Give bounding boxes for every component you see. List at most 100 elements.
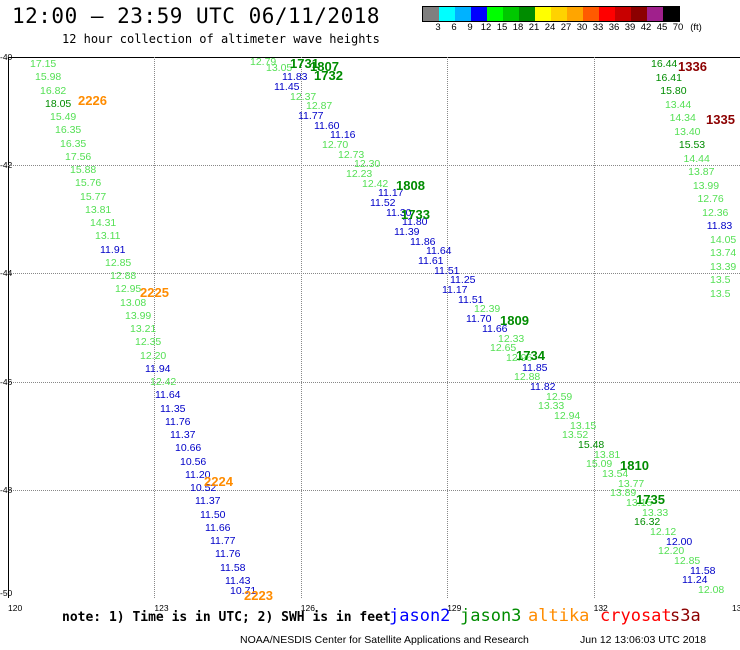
swh-value: 15.76 bbox=[75, 177, 102, 190]
swh-value: 11.35 bbox=[160, 402, 186, 415]
swh-value: 13.21 bbox=[130, 323, 157, 335]
legend-label: 18 bbox=[512, 22, 524, 33]
swh-value: 13.11 bbox=[95, 230, 121, 243]
swh-value: 13.99 bbox=[125, 309, 152, 322]
footer-timestamp: Jun 12 13:06:03 UTC 2018 bbox=[580, 634, 707, 646]
swh-value: 15.80 bbox=[660, 85, 687, 98]
swh-value: 11.51 bbox=[434, 264, 460, 277]
pass-time-label: 1733 bbox=[401, 207, 430, 222]
swh-value: 12.88 bbox=[514, 371, 541, 384]
swh-value: 17.56 bbox=[65, 150, 92, 163]
swh-value: 12.42 bbox=[150, 376, 177, 388]
swh-value: 16.32 bbox=[634, 516, 661, 529]
swh-value: 11.86 bbox=[410, 235, 436, 248]
swh-value: 12.59 bbox=[546, 390, 573, 403]
swh-value: 12.85 bbox=[674, 554, 701, 567]
legend-swatch bbox=[439, 7, 455, 21]
swh-value: 12.65 bbox=[490, 342, 517, 355]
longitude-tick-label: 135 bbox=[732, 603, 740, 613]
longitude-tick-label: 120 bbox=[8, 603, 23, 613]
pass-time-label: 2223 bbox=[244, 588, 273, 603]
swh-value: 11.52 bbox=[370, 197, 396, 210]
swh-value: 13.05 bbox=[266, 61, 293, 74]
longitude-gridline bbox=[300, 57, 302, 598]
legend-swatch bbox=[551, 7, 567, 21]
swh-value: 13.15 bbox=[626, 496, 653, 509]
swh-value: 12.30 bbox=[354, 158, 381, 171]
swh-value: 12.42 bbox=[362, 177, 389, 190]
swh-value: 11.94 bbox=[145, 362, 171, 375]
swh-value: 11.24 bbox=[682, 574, 708, 587]
swh-value: 17.15 bbox=[30, 58, 57, 70]
satellite-legend-s3a: s3a bbox=[670, 606, 701, 626]
swh-value: 13.74 bbox=[710, 247, 737, 260]
latitude-tick-label: -40 bbox=[0, 52, 13, 62]
swh-value: 11.30 bbox=[386, 206, 412, 219]
legend-label: 33 bbox=[592, 22, 604, 33]
longitude-gridline bbox=[593, 57, 595, 598]
swh-value: 14.05 bbox=[710, 233, 737, 246]
swh-value: 15.53 bbox=[678, 139, 706, 152]
swh-value: 12.76 bbox=[697, 193, 724, 206]
swh-value: 12.12 bbox=[650, 525, 677, 538]
legend-swatch bbox=[487, 7, 503, 21]
pass-time-label: 2224 bbox=[204, 474, 233, 489]
swh-value: 12.87 bbox=[306, 100, 333, 113]
legend-swatch bbox=[535, 7, 551, 21]
swh-value: 11.64 bbox=[155, 389, 181, 402]
color-legend-bar bbox=[422, 6, 680, 22]
longitude-gridline bbox=[447, 57, 449, 598]
swh-value: 15.48 bbox=[578, 438, 605, 451]
satellite-legend-altika: altika bbox=[528, 606, 590, 626]
swh-value: 13.44 bbox=[664, 98, 692, 111]
swh-value: 12.39 bbox=[474, 303, 501, 316]
swh-value: 12.94 bbox=[554, 409, 581, 422]
longitude-tick-label: 132 bbox=[593, 603, 608, 613]
swh-value: 10.56 bbox=[180, 455, 207, 468]
swh-value: 11.76 bbox=[165, 415, 191, 428]
map-frame bbox=[8, 57, 740, 598]
legend-label: 39 bbox=[624, 22, 636, 33]
swh-value: 14.44 bbox=[683, 152, 710, 165]
swh-value: 13.89 bbox=[610, 487, 637, 500]
swh-value: 12.88 bbox=[110, 270, 137, 282]
swh-value: 13.5 bbox=[710, 274, 731, 287]
swh-value: 11.66 bbox=[482, 322, 508, 335]
legend-label: 27 bbox=[560, 22, 572, 33]
longitude-tick-label: 123 bbox=[154, 603, 169, 613]
swh-value: 11.77 bbox=[298, 110, 324, 123]
swh-value: 13.33 bbox=[538, 400, 565, 413]
legend-label: 3 bbox=[435, 22, 441, 33]
swh-value: 13.77 bbox=[618, 477, 645, 490]
swh-value: 10.66 bbox=[175, 442, 202, 455]
pass-time-label: 2226 bbox=[78, 93, 107, 108]
pass-time-label: 1731 bbox=[290, 56, 319, 71]
swh-value: 11.37 bbox=[195, 495, 221, 508]
swh-value: 11.17 bbox=[378, 187, 404, 200]
pass-time-label: 1735 bbox=[636, 492, 665, 507]
swh-value: 12.79 bbox=[250, 56, 277, 68]
page-title: 12:00 – 23:59 UTC 06/11/2018 bbox=[12, 4, 381, 28]
swh-value: 12.37 bbox=[290, 90, 317, 103]
swh-value: 11.85 bbox=[522, 361, 548, 374]
swh-value: 14.31 bbox=[90, 217, 117, 229]
legend-swatch bbox=[663, 7, 679, 21]
longitude-tick-label: 126 bbox=[300, 603, 315, 613]
swh-value: 11.37 bbox=[170, 429, 196, 441]
swh-value: 12.70 bbox=[322, 139, 349, 152]
latitude-tick-label: -50 bbox=[0, 588, 13, 598]
legend-swatch bbox=[503, 7, 519, 21]
swh-value: 13.15 bbox=[570, 419, 597, 432]
swh-value: 10.52 bbox=[190, 482, 217, 494]
pass-time-label: 1809 bbox=[500, 313, 529, 328]
swh-value: 11.64 bbox=[426, 245, 452, 258]
swh-value: 16.82 bbox=[40, 84, 67, 97]
legend-swatch bbox=[615, 7, 631, 21]
legend-label: 30 bbox=[576, 22, 588, 33]
swh-value: 11.51 bbox=[458, 293, 484, 306]
legend-label: 9 bbox=[467, 22, 473, 33]
latitude-tick-label: -44 bbox=[0, 268, 13, 279]
legend-swatch bbox=[583, 7, 599, 21]
swh-value: 13.08 bbox=[120, 296, 147, 309]
swh-value: 15.49 bbox=[50, 111, 77, 123]
